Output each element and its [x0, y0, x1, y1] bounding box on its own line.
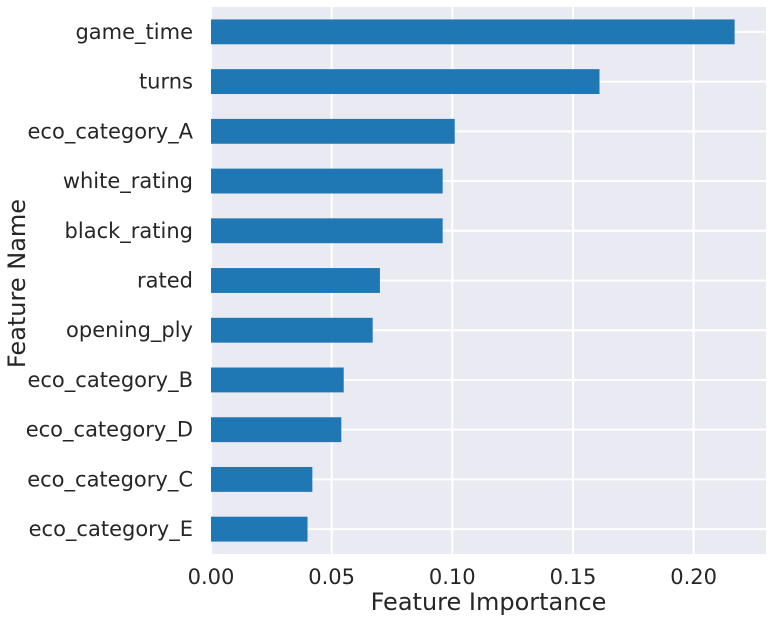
bar-white-rating — [211, 168, 443, 194]
bar-black-rating — [211, 218, 443, 244]
y-tick-label: eco_category_C — [27, 467, 193, 492]
bar-turns — [211, 69, 600, 95]
bar-eco-category-C — [211, 466, 313, 492]
x-tick-label: 0.05 — [308, 565, 355, 589]
bar-opening-ply — [211, 317, 373, 343]
y-tick-label: eco_category_E — [29, 517, 193, 542]
bar-eco-category-B — [211, 367, 344, 393]
bars — [211, 19, 735, 542]
bar-game-time — [211, 19, 735, 45]
y-tick-label: black_rating — [65, 219, 193, 244]
bar-eco-category-E — [211, 516, 308, 542]
x-tick-label: 0.00 — [188, 565, 235, 589]
y-tick-label: turns — [139, 70, 193, 94]
x-tick-label: 0.20 — [670, 565, 717, 589]
x-tick-label: 0.10 — [429, 565, 476, 589]
y-axis-label: Feature Name — [3, 199, 31, 368]
y-tick-label: eco_category_D — [26, 418, 193, 443]
bar-eco-category-A — [211, 118, 455, 144]
y-tick-label: white_rating — [63, 169, 193, 194]
y-tick-label: rated — [137, 269, 193, 293]
y-tick-label: eco_category_A — [28, 119, 194, 144]
x-tick-label: 0.15 — [550, 565, 597, 589]
x-axis-label: Feature Importance — [371, 588, 607, 616]
bar-rated — [211, 268, 380, 293]
y-tick-label: eco_category_B — [27, 368, 193, 393]
x-tick-labels: 0.00 0.05 0.10 0.15 0.20 — [188, 565, 717, 589]
y-tick-label: opening_ply — [66, 318, 193, 343]
bar-eco-category-D — [211, 417, 342, 443]
y-tick-label: game_time — [75, 20, 193, 45]
